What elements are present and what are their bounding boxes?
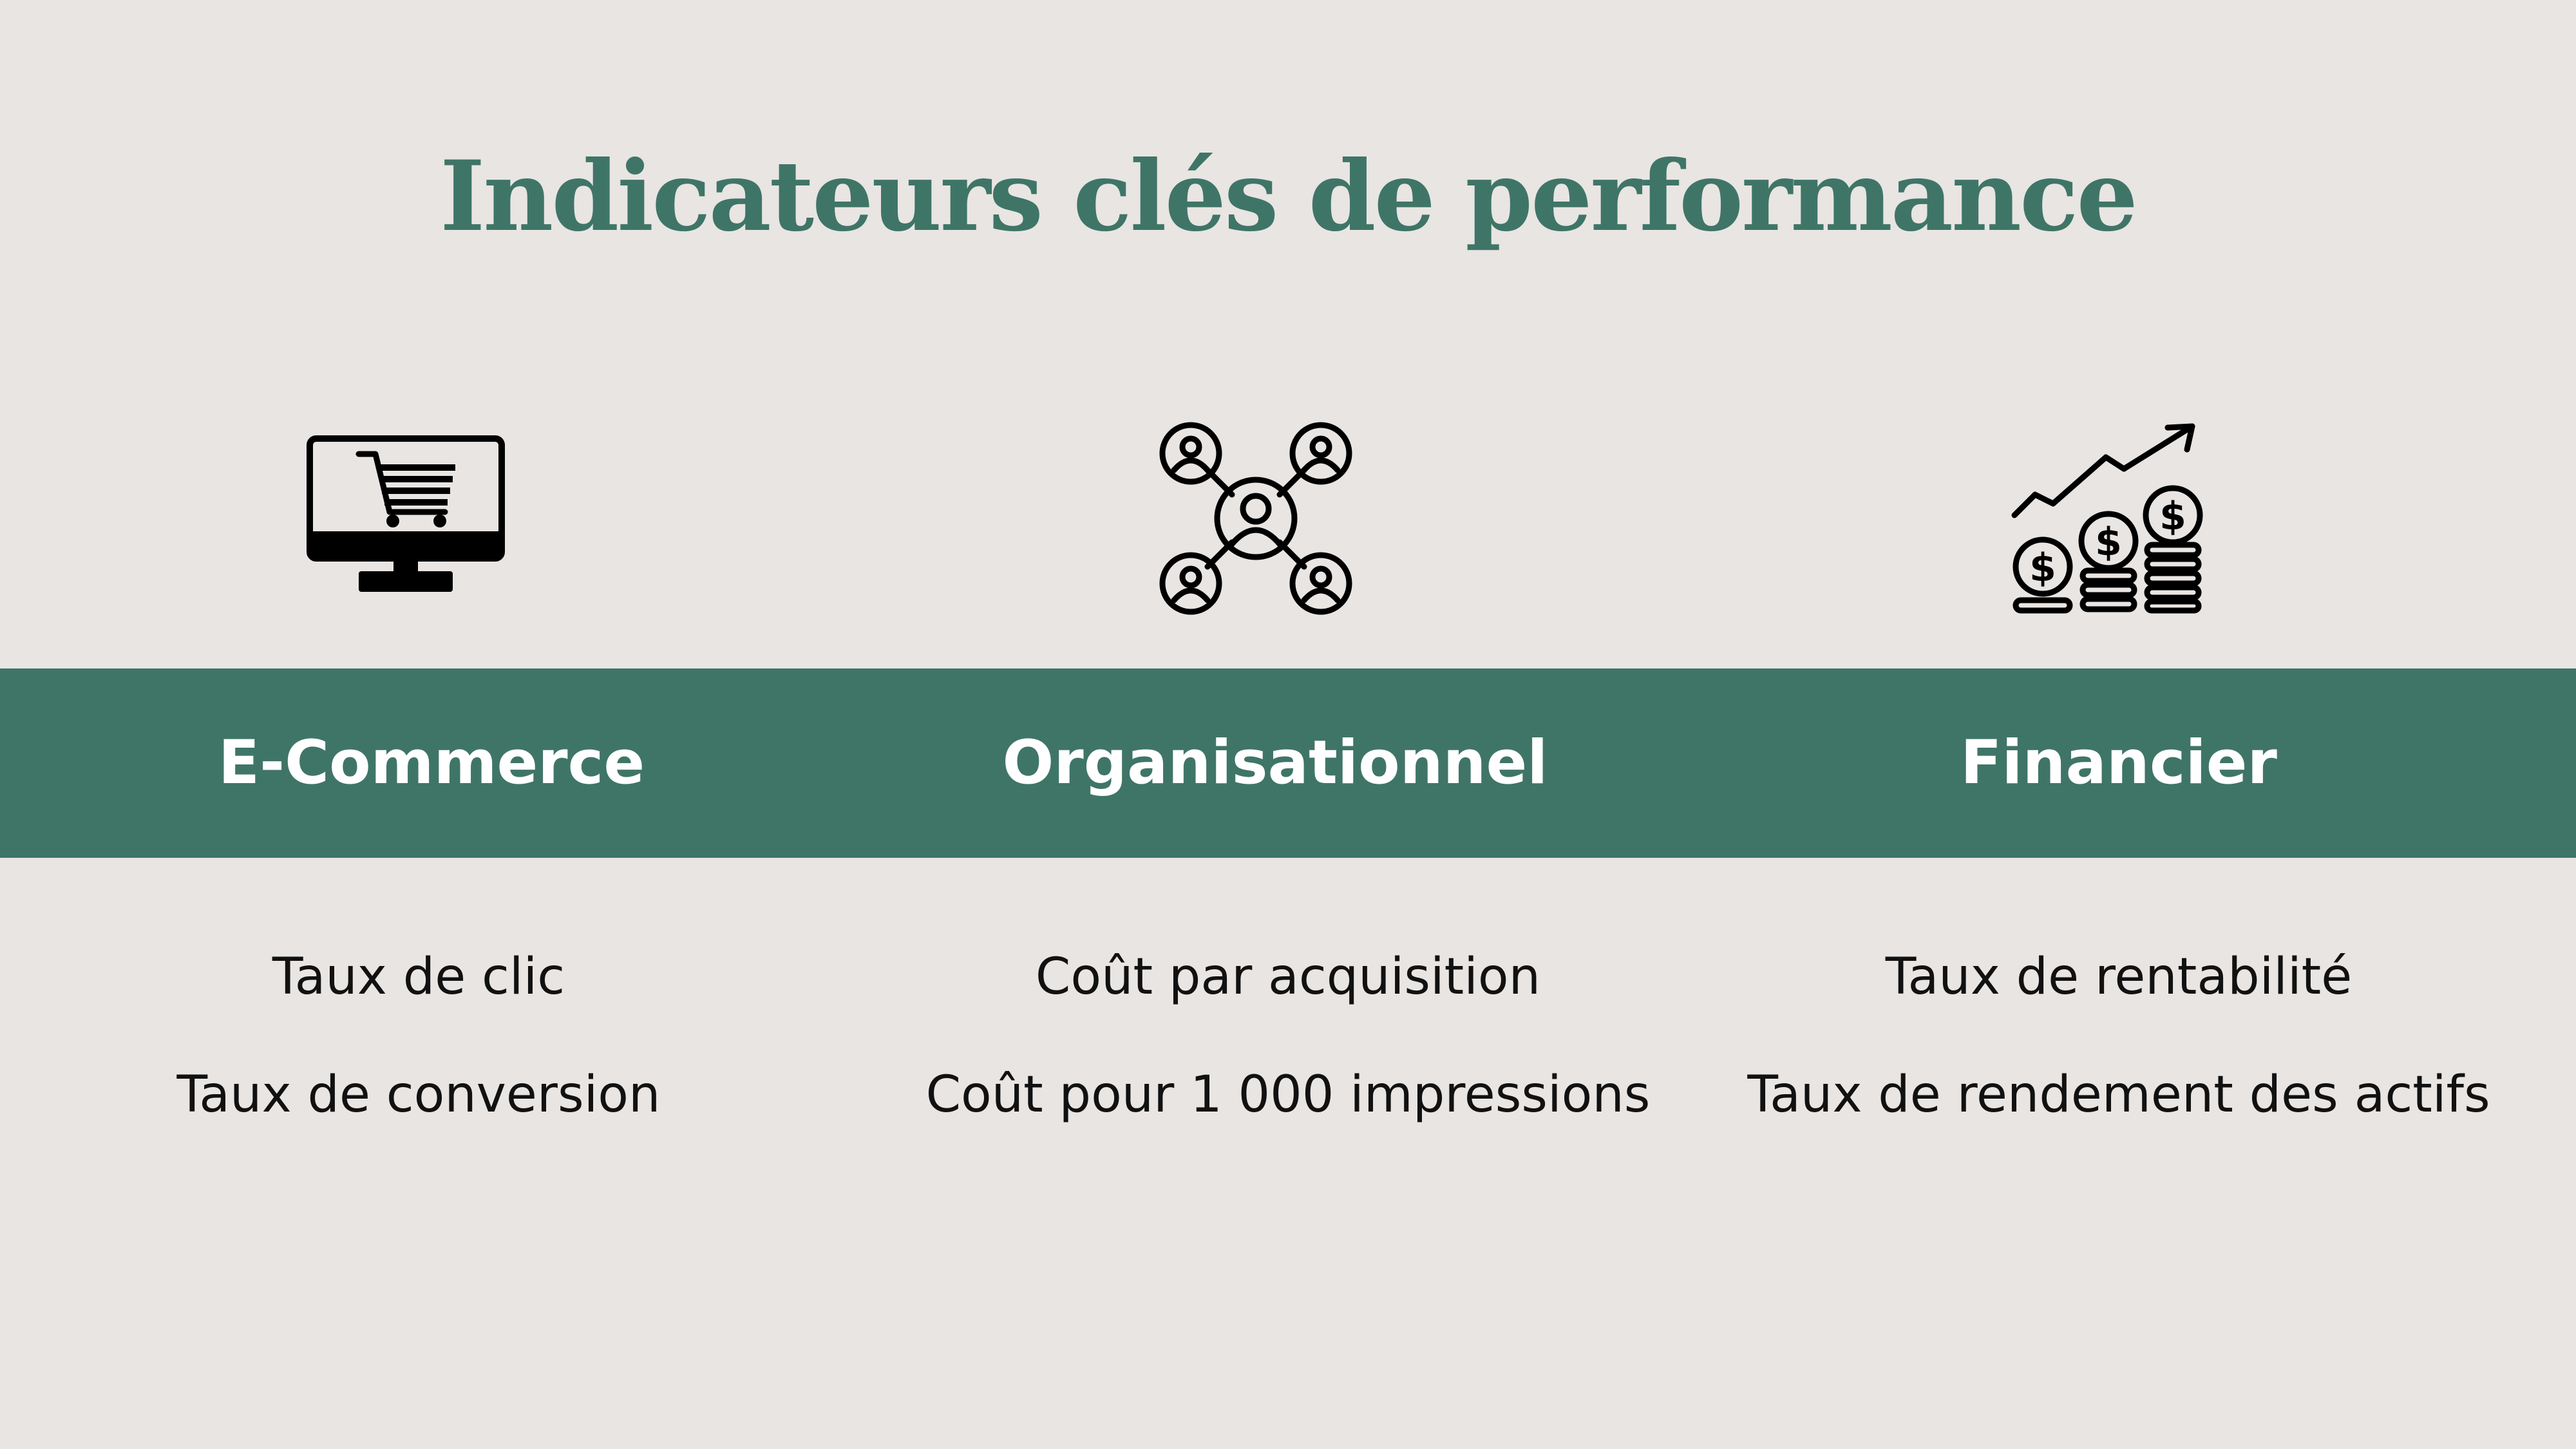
ecommerce-kpi-list: Taux de clic Taux de conversion <box>103 945 734 1181</box>
svg-text:$: $ <box>2029 545 2056 591</box>
financial-growth-coins-icon: $ $ $ <box>2009 419 2209 618</box>
category-ecommerce: E-Commerce <box>218 728 645 798</box>
category-financier: Financier <box>1960 728 2277 798</box>
page-title: Indicateurs clés de performance <box>440 140 2138 253</box>
financier-kpi-list: Taux de rentabilité Taux de rendement de… <box>1732 945 2505 1181</box>
category-band: E-Commerce Organisationnel Financier <box>0 668 2576 858</box>
kpi-item: Taux de rendement des actifs <box>1747 1066 2490 1124</box>
category-organisationnel: Organisationnel <box>1002 728 1548 798</box>
organisationnel-kpi-list: Coût par acquisition Coût pour 1 000 imp… <box>902 945 1674 1181</box>
shopping-cart-monitor-icon <box>306 435 506 602</box>
kpi-item: Taux de clic <box>272 948 565 1006</box>
kpi-item: Taux de conversion <box>176 1066 661 1124</box>
kpi-item: Coût par acquisition <box>1035 948 1541 1006</box>
kpi-item: Coût pour 1 000 impressions <box>925 1066 1651 1124</box>
svg-text:$: $ <box>2159 494 2186 539</box>
kpi-item: Taux de rentabilité <box>1885 948 2353 1006</box>
people-network-icon <box>1156 419 1356 618</box>
svg-text:$: $ <box>2095 520 2122 565</box>
